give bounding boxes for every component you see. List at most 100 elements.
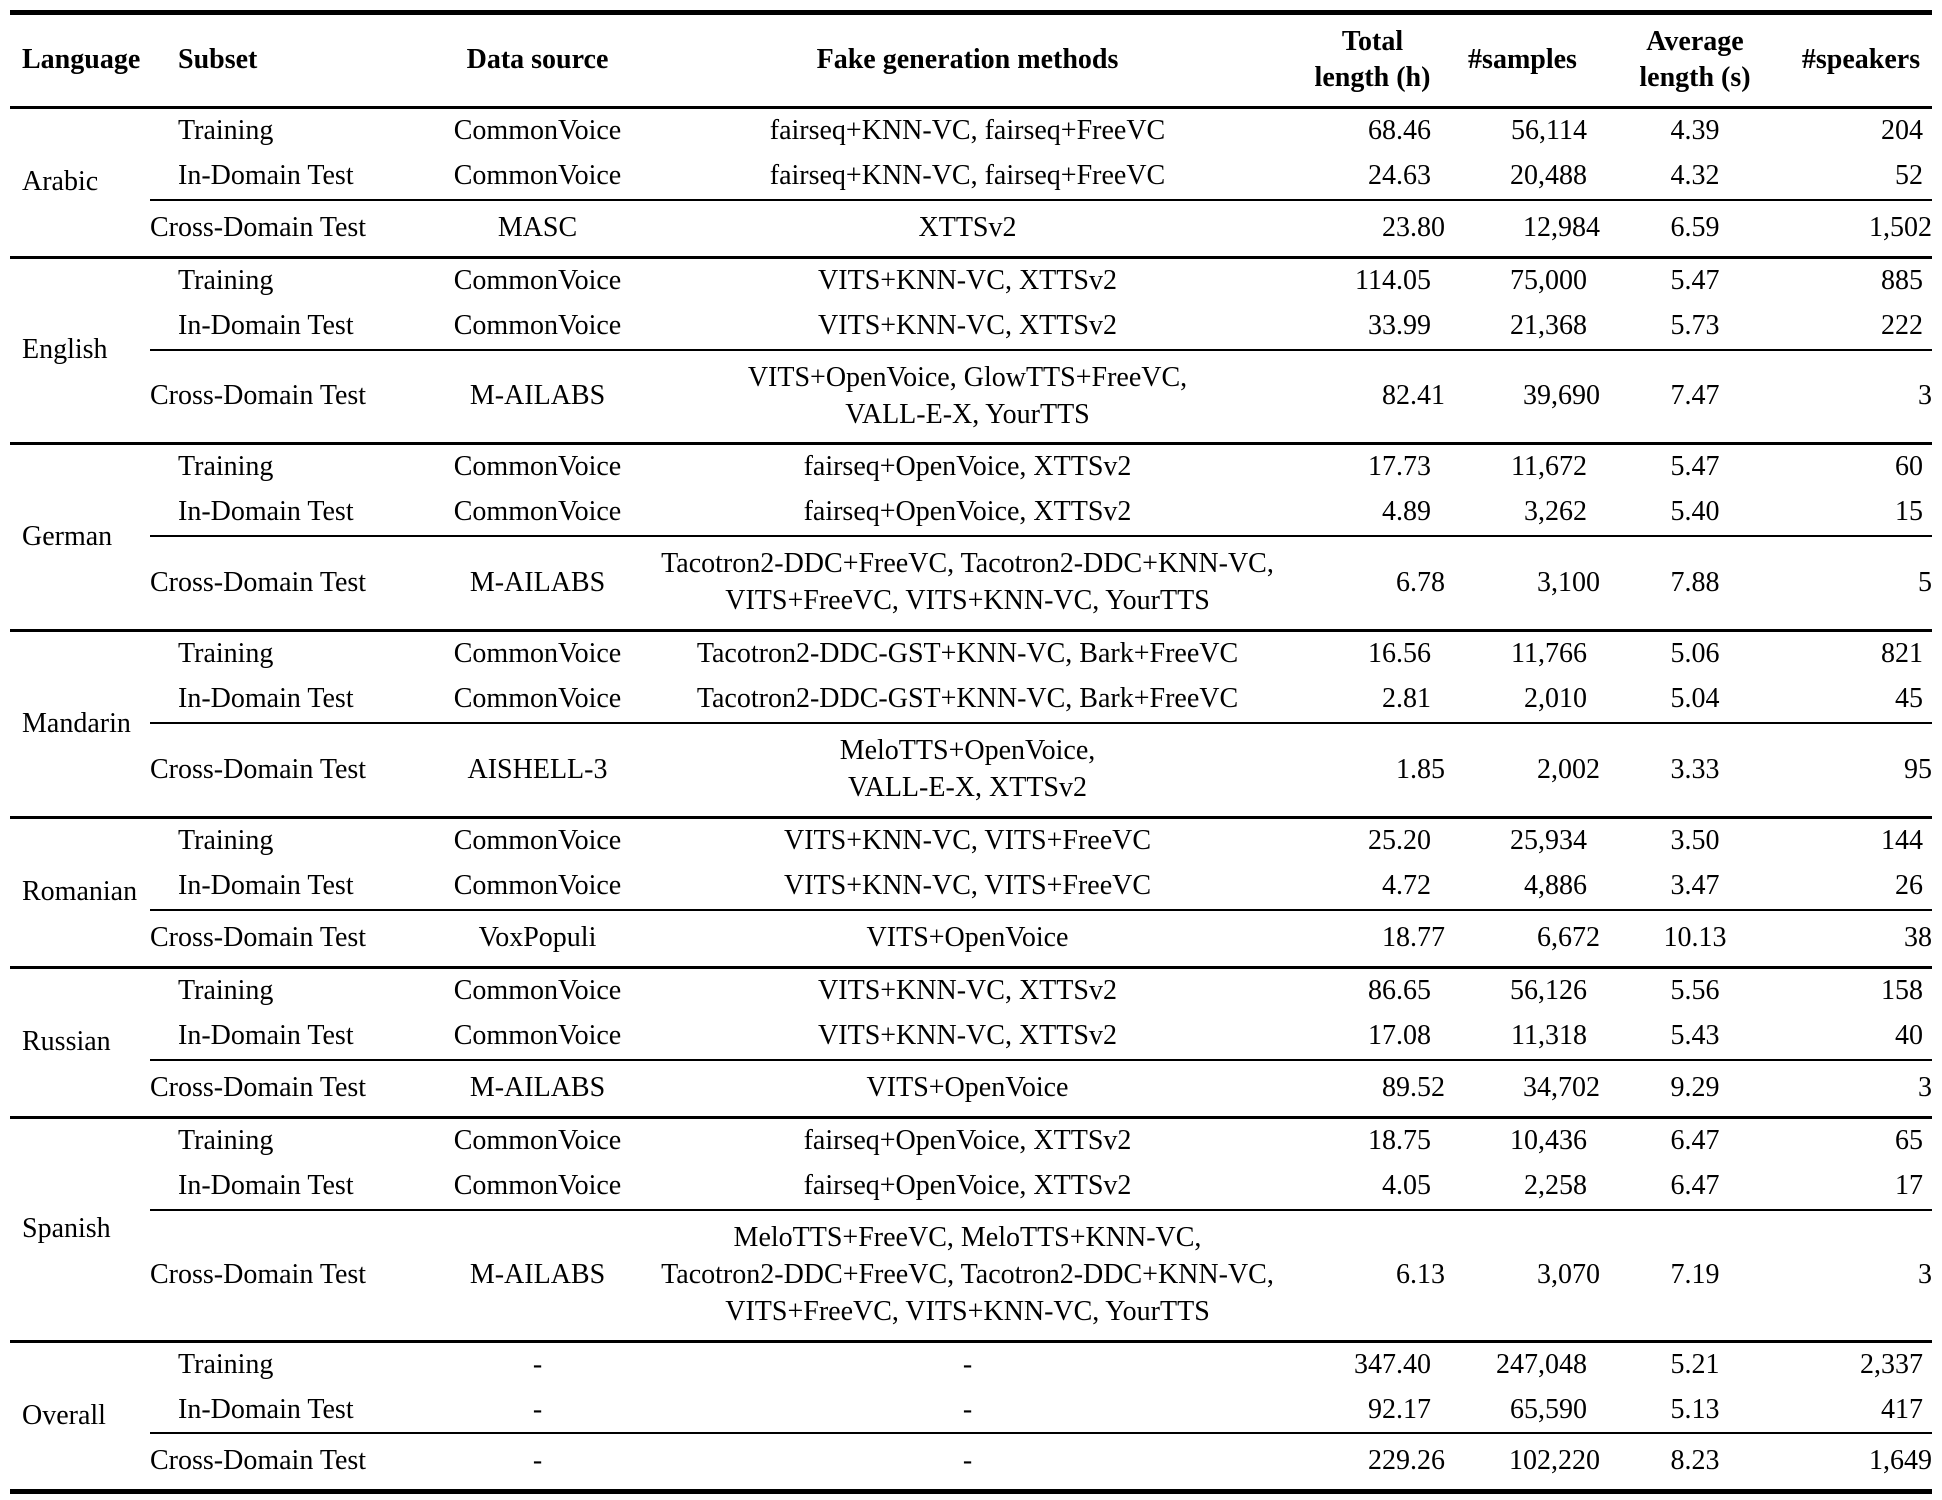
data-source-cell: CommonVoice xyxy=(453,1124,622,1156)
speakers-cell: 52 xyxy=(1895,159,1923,191)
samples-cell: 56,114 xyxy=(1511,114,1587,146)
subset-cell: In-Domain Test xyxy=(178,683,354,715)
table-row: Cross-Domain Test VoxPopuli VITS+OpenVoice… xyxy=(10,908,1932,969)
speakers-cell: 3 xyxy=(1790,1058,1932,1119)
samples-cell: 21,368 xyxy=(1510,309,1587,341)
table-row: In-Domain Test CommonVoice fairseq+OpenVoi… xyxy=(10,490,1932,536)
total-length-cell: 68.46 xyxy=(1368,114,1431,146)
average-length-cell: 10.13 xyxy=(1600,908,1790,969)
total-length-cell: 23.80 xyxy=(1300,198,1445,259)
fake-generation-methods-cell: fairseq+OpenVoice, XTTSv2 xyxy=(803,1124,1132,1156)
total-length-cell: 18.75 xyxy=(1368,1124,1431,1156)
subset-cell: Cross-Domain Test xyxy=(150,1432,440,1492)
table-row: English Training CommonVoice VITS+KNN-VC, X… xyxy=(10,257,1932,446)
total-length-cell: 24.63 xyxy=(1368,159,1431,191)
subset-cell: Training xyxy=(178,451,274,483)
total-length-cell: 16.56 xyxy=(1368,638,1431,670)
data-source-cell: M-AILABS xyxy=(440,1058,635,1119)
fake-generation-methods-cell: XTTSv2 xyxy=(635,198,1300,259)
speakers-cell: 15 xyxy=(1895,496,1923,528)
samples-cell: 3,070 xyxy=(1445,1208,1600,1343)
subset-cell: In-Domain Test xyxy=(178,309,354,341)
total-length-cell: 2.81 xyxy=(1382,683,1431,715)
table-row: Overall Training - - 347.40 247,048 5.21 2,337 xyxy=(10,1341,1932,1431)
data-source-cell: CommonVoice xyxy=(453,825,622,857)
subset-cell: Training xyxy=(178,638,274,670)
samples-cell: 65,590 xyxy=(1510,1393,1587,1425)
language-cell: English xyxy=(10,257,150,446)
data-source-cell: - xyxy=(440,1432,635,1492)
data-source-cell: M-AILABS xyxy=(440,1208,635,1343)
fake-generation-methods-cell: VITS+KNN-VC, XTTSv2 xyxy=(818,264,1117,296)
total-length-cell: 1.85 xyxy=(1300,722,1445,820)
speakers-cell: 158 xyxy=(1881,974,1923,1006)
total-length-cell: 89.52 xyxy=(1300,1058,1445,1119)
data-source-cell: - xyxy=(532,1393,543,1425)
total-length-cell: 347.40 xyxy=(1354,1348,1431,1380)
col-header-total-length: Total length (h) xyxy=(1300,12,1445,109)
subset-cell: In-Domain Test xyxy=(178,159,354,191)
table-row: Cross-Domain Test MASC XTTSv2 23.80 12,984 6.… xyxy=(10,198,1932,259)
data-source-cell: VoxPopuli xyxy=(440,908,635,969)
speakers-cell: 3 xyxy=(1790,1208,1932,1343)
average-length-cell: 3.50 xyxy=(1670,825,1720,857)
average-length-cell: 8.23 xyxy=(1600,1432,1790,1492)
table-row: In-Domain Test CommonVoice fairseq+OpenVoi… xyxy=(10,1164,1932,1210)
average-length-cell: 5.21 xyxy=(1670,1348,1720,1380)
data-source-cell: CommonVoice xyxy=(453,114,622,146)
fake-generation-methods-cell: VITS+KNN-VC, XTTSv2 xyxy=(818,974,1117,1006)
data-source-cell: CommonVoice xyxy=(453,309,622,341)
speakers-cell: 3 xyxy=(1790,348,1932,446)
table-row: Arabic Training CommonVoice fairseq+KNN-VC,… xyxy=(10,107,1932,259)
fake-generation-methods-cell: VITS+OpenVoice xyxy=(635,908,1300,969)
fake-generation-methods-cell: fairseq+OpenVoice, XTTSv2 xyxy=(803,451,1132,483)
col-header-fake-generation-methods: Fake generation methods xyxy=(635,12,1300,109)
samples-cell: 3,100 xyxy=(1445,535,1600,633)
table-row: German Training CommonVoice fairseq+OpenVoi… xyxy=(10,443,1932,633)
speakers-cell: 40 xyxy=(1895,1019,1923,1051)
average-length-cell: 3.33 xyxy=(1600,722,1790,820)
samples-cell: 12,984 xyxy=(1445,198,1600,259)
table-row: Cross-Domain Test M-AILABS MeloTTS+FreeVC,… xyxy=(10,1208,1932,1343)
table-row: Russian Training CommonVoice VITS+KNN-VC, X… xyxy=(10,967,1932,1119)
speakers-cell: 222 xyxy=(1881,309,1923,341)
language-cell: Arabic xyxy=(10,107,150,259)
language-cell: Russian xyxy=(10,967,150,1119)
subset-cell: Training xyxy=(178,1348,274,1380)
fake-generation-methods-cell: Tacotron2-DDC-GST+KNN-VC, Bark+FreeVC xyxy=(696,683,1239,715)
total-length-cell: 17.08 xyxy=(1368,1019,1431,1051)
samples-cell: 4,886 xyxy=(1524,870,1587,902)
fake-generation-methods-cell: VITS+OpenVoice, GlowTTS+FreeVC, VALL-E-X,… xyxy=(635,348,1300,446)
table-row: Cross-Domain Test - -229.26 102,220 8.23 1,64… xyxy=(10,1432,1932,1492)
data-source-cell: CommonVoice xyxy=(453,159,622,191)
col-header-data-source: Data source xyxy=(440,12,635,109)
fake-generation-methods-cell: fairseq+OpenVoice, XTTSv2 xyxy=(803,1169,1132,1201)
table-row: Romanian Training CommonVoice VITS+KNN-VC, … xyxy=(10,817,1932,969)
subset-cell: Cross-Domain Test xyxy=(150,198,440,259)
data-source-cell: CommonVoice xyxy=(453,1019,622,1051)
speakers-cell: 60 xyxy=(1895,451,1923,483)
total-length-cell: 4.72 xyxy=(1382,870,1431,902)
average-length-cell: 6.59 xyxy=(1600,198,1790,259)
fake-generation-methods-cell: VITS+KNN-VC, XTTSv2 xyxy=(818,1019,1117,1051)
samples-cell: 10,436 xyxy=(1510,1124,1587,1156)
header-row: Language Subset Data source Fake generat… xyxy=(10,12,1932,109)
data-source-cell: CommonVoice xyxy=(453,638,622,670)
total-length-cell: 33.99 xyxy=(1368,309,1431,341)
data-source-cell: CommonVoice xyxy=(453,974,622,1006)
data-source-cell: CommonVoice xyxy=(453,683,622,715)
samples-cell: 3,262 xyxy=(1524,496,1587,528)
speakers-cell: 38 xyxy=(1790,908,1932,969)
total-length-cell: 86.65 xyxy=(1368,974,1431,1006)
total-length-cell: 17.73 xyxy=(1368,451,1431,483)
speakers-cell: 1,649 xyxy=(1790,1432,1932,1492)
col-header-average-length: Average length (s) xyxy=(1600,12,1790,109)
speakers-cell: 26 xyxy=(1895,870,1923,902)
data-source-cell: CommonVoice xyxy=(453,1169,622,1201)
average-length-cell: 4.32 xyxy=(1670,159,1720,191)
total-length-cell: 6.13 xyxy=(1300,1208,1445,1343)
samples-cell: 25,934 xyxy=(1510,825,1587,857)
table-header: Language Subset Data source Fake generat… xyxy=(10,12,1932,109)
samples-cell: 39,690 xyxy=(1445,348,1600,446)
table-row: In-Domain Test CommonVoice VITS+KNN-VC, VI… xyxy=(10,864,1932,910)
